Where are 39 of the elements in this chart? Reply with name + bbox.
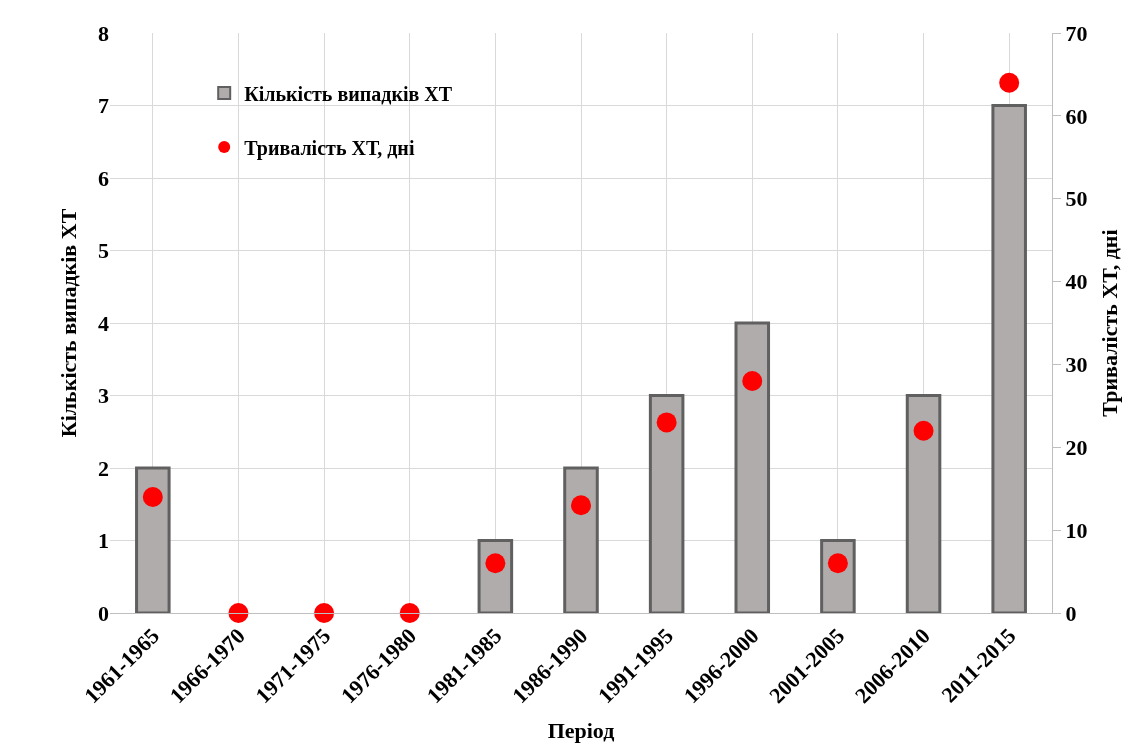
y-tick-label: 2 [98,455,109,481]
point [485,553,506,574]
y-tick-label: 1 [98,528,109,554]
y2-tick-label: 40 [1065,269,1088,295]
y-tick-label: 3 [98,383,109,409]
y2-axis-title: Тривалість ХТ, дні [1097,229,1123,417]
point [314,603,335,623]
point [228,603,249,623]
point [827,553,848,574]
bar [991,104,1027,613]
point [913,420,934,441]
bar [734,321,771,613]
y-tick-label: 6 [98,165,109,191]
bar [648,394,685,613]
point [571,495,591,516]
y2-tick-label: 10 [1065,517,1088,543]
bar [563,466,599,613]
point [142,487,163,507]
y2-tick-label: 30 [1065,352,1088,378]
legend-label: Кількість випадків ХТ [244,82,453,105]
bar [135,466,171,613]
y2-tick-label: 20 [1065,434,1088,460]
point [999,72,1020,93]
legend-label: Тривалість ХТ, дні [244,136,415,160]
y-tick-label: 0 [98,600,109,626]
y-tick-label: 4 [98,310,109,336]
point [742,371,763,391]
y2-tick-label: 0 [1065,600,1077,626]
point [656,412,677,433]
y-axis-title: Кількість випадків ХТ [55,208,81,438]
y2-tick-label: 60 [1065,103,1088,129]
y-tick-label: 7 [98,93,109,119]
y-tick-label: 5 [98,238,109,264]
y2-tick-label: 50 [1065,186,1088,212]
x-axis-title: Період [547,718,615,744]
y2-tick-label: 70 [1065,20,1088,46]
point [399,603,420,623]
bar [905,394,942,613]
y-tick-label: 8 [98,20,109,46]
